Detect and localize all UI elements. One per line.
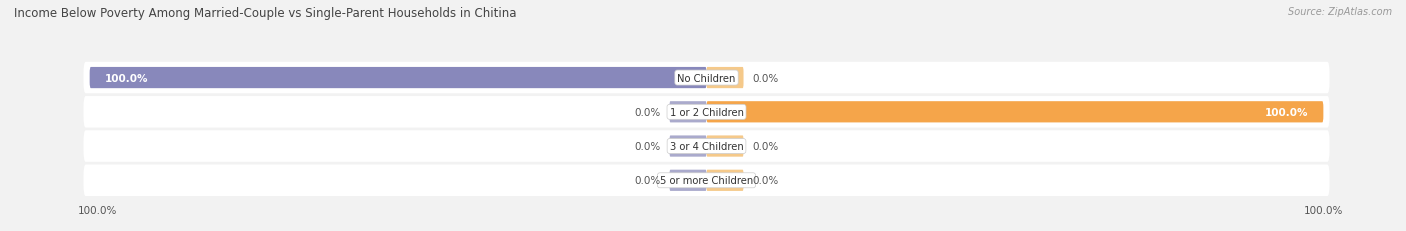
FancyBboxPatch shape: [90, 68, 707, 89]
Text: 100.0%: 100.0%: [1303, 206, 1343, 216]
Text: Income Below Poverty Among Married-Couple vs Single-Parent Households in Chitina: Income Below Poverty Among Married-Coupl…: [14, 7, 516, 20]
FancyBboxPatch shape: [707, 170, 744, 191]
FancyBboxPatch shape: [707, 102, 1323, 123]
Text: No Children: No Children: [678, 73, 735, 83]
FancyBboxPatch shape: [669, 102, 707, 123]
FancyBboxPatch shape: [83, 165, 1330, 196]
Text: 0.0%: 0.0%: [634, 176, 661, 185]
FancyBboxPatch shape: [707, 68, 744, 89]
FancyBboxPatch shape: [83, 131, 1330, 162]
FancyBboxPatch shape: [669, 170, 707, 191]
Text: 100.0%: 100.0%: [1264, 107, 1308, 117]
Text: 0.0%: 0.0%: [752, 176, 779, 185]
Text: 0.0%: 0.0%: [634, 141, 661, 151]
Text: 100.0%: 100.0%: [105, 73, 149, 83]
FancyBboxPatch shape: [669, 136, 707, 157]
FancyBboxPatch shape: [83, 63, 1330, 94]
Text: 0.0%: 0.0%: [634, 107, 661, 117]
FancyBboxPatch shape: [707, 136, 744, 157]
Text: 3 or 4 Children: 3 or 4 Children: [669, 141, 744, 151]
FancyBboxPatch shape: [83, 97, 1330, 128]
Text: 1 or 2 Children: 1 or 2 Children: [669, 107, 744, 117]
Text: 5 or more Children: 5 or more Children: [659, 176, 754, 185]
Text: 0.0%: 0.0%: [752, 141, 779, 151]
Text: Source: ZipAtlas.com: Source: ZipAtlas.com: [1288, 7, 1392, 17]
Text: 0.0%: 0.0%: [752, 73, 779, 83]
Text: 100.0%: 100.0%: [77, 206, 117, 216]
